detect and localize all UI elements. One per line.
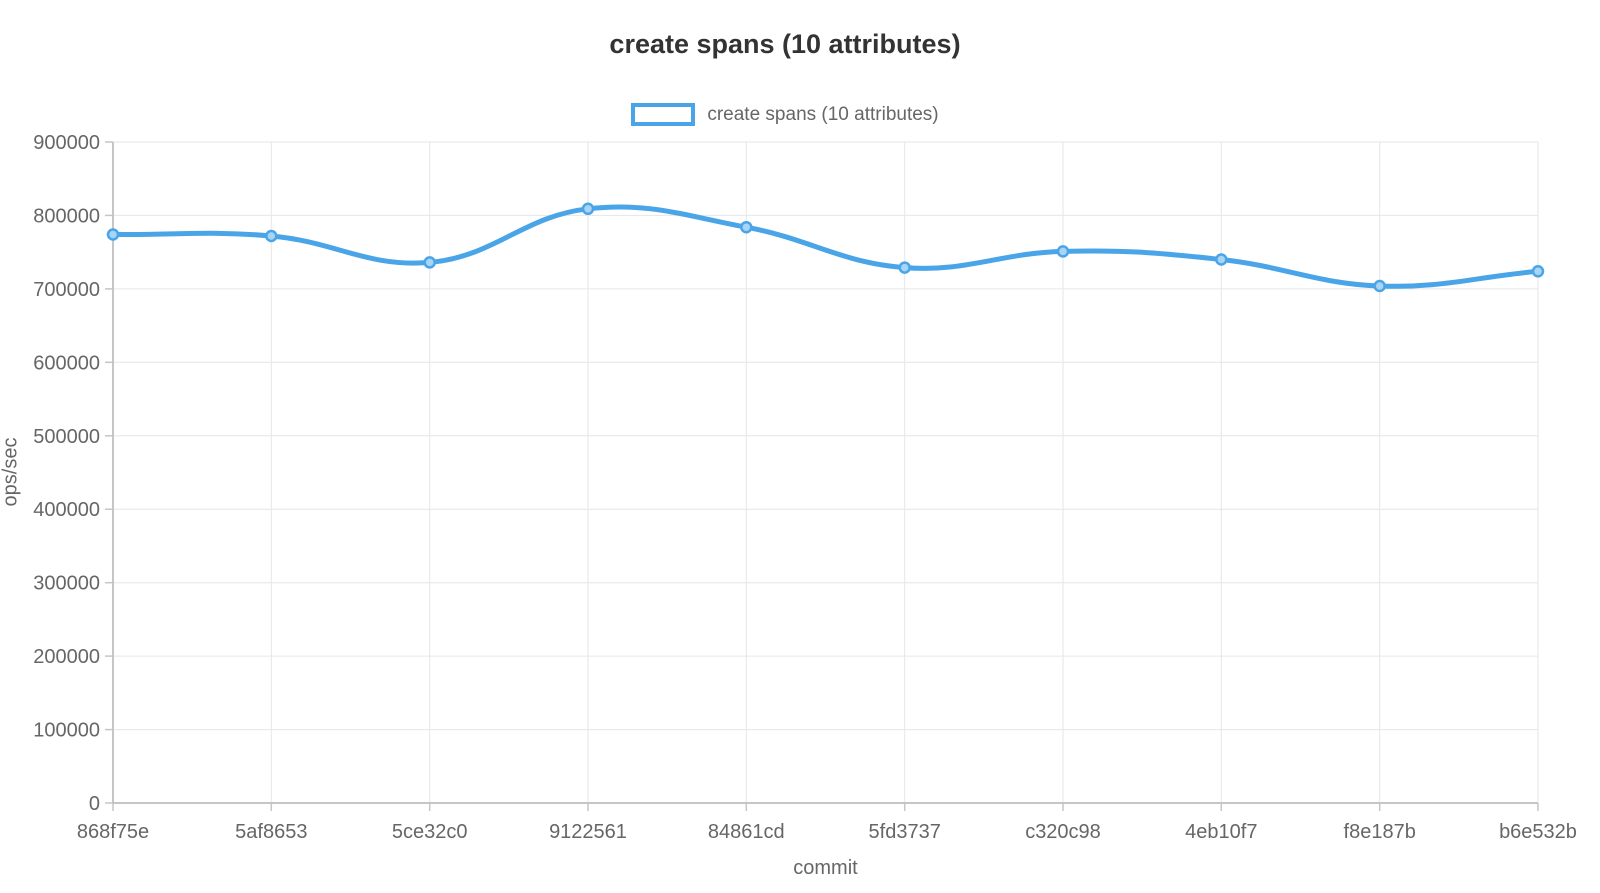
y-tick-label: 200000: [33, 646, 100, 668]
legend-marker: [631, 103, 696, 126]
data-point[interactable]: [423, 256, 436, 269]
y-tick-label: 700000: [33, 279, 100, 301]
x-tick-label: c320c98: [1025, 821, 1101, 843]
y-tick-label: 100000: [33, 720, 100, 742]
data-point[interactable]: [1531, 265, 1545, 278]
x-tick-label: f8e187b: [1344, 821, 1416, 843]
x-tick-label: 4eb10f7: [1185, 821, 1257, 843]
data-point[interactable]: [1056, 245, 1070, 258]
data-point[interactable]: [1215, 253, 1228, 266]
x-tick-label: 84861cd: [708, 821, 785, 843]
y-axis-title: ops/sec: [0, 437, 22, 507]
data-point[interactable]: [740, 220, 753, 234]
y-tick-label: 300000: [33, 573, 100, 595]
data-point[interactable]: [1373, 279, 1386, 293]
x-tick-label: 5ce32c0: [392, 821, 468, 843]
series-line: [110, 204, 1541, 289]
data-point[interactable]: [898, 261, 911, 274]
y-tick-label: 400000: [33, 499, 100, 521]
data-point[interactable]: [106, 228, 120, 241]
x-axis-title: commit: [793, 857, 858, 879]
x-tick-label: b6e532b: [1499, 821, 1577, 843]
x-tick-label: 5af8653: [235, 821, 307, 843]
legend-label: create spans (10 attributes): [707, 103, 939, 125]
y-tick-label: 0: [89, 793, 100, 815]
y-tick-label: 900000: [33, 132, 100, 154]
data-point[interactable]: [265, 229, 278, 243]
x-tick-label: 5fd3737: [869, 821, 941, 843]
x-tick-label: 868f75e: [77, 821, 149, 843]
chart-title: create spans (10 attributes): [609, 29, 961, 59]
data-point[interactable]: [581, 202, 595, 216]
y-tick-label: 800000: [33, 205, 100, 227]
legend-item[interactable]: create spans (10 attributes): [0, 103, 1570, 126]
y-tick-label: 600000: [33, 352, 100, 374]
y-tick-label: 500000: [33, 426, 100, 448]
x-tick-label: 9122561: [549, 821, 627, 843]
